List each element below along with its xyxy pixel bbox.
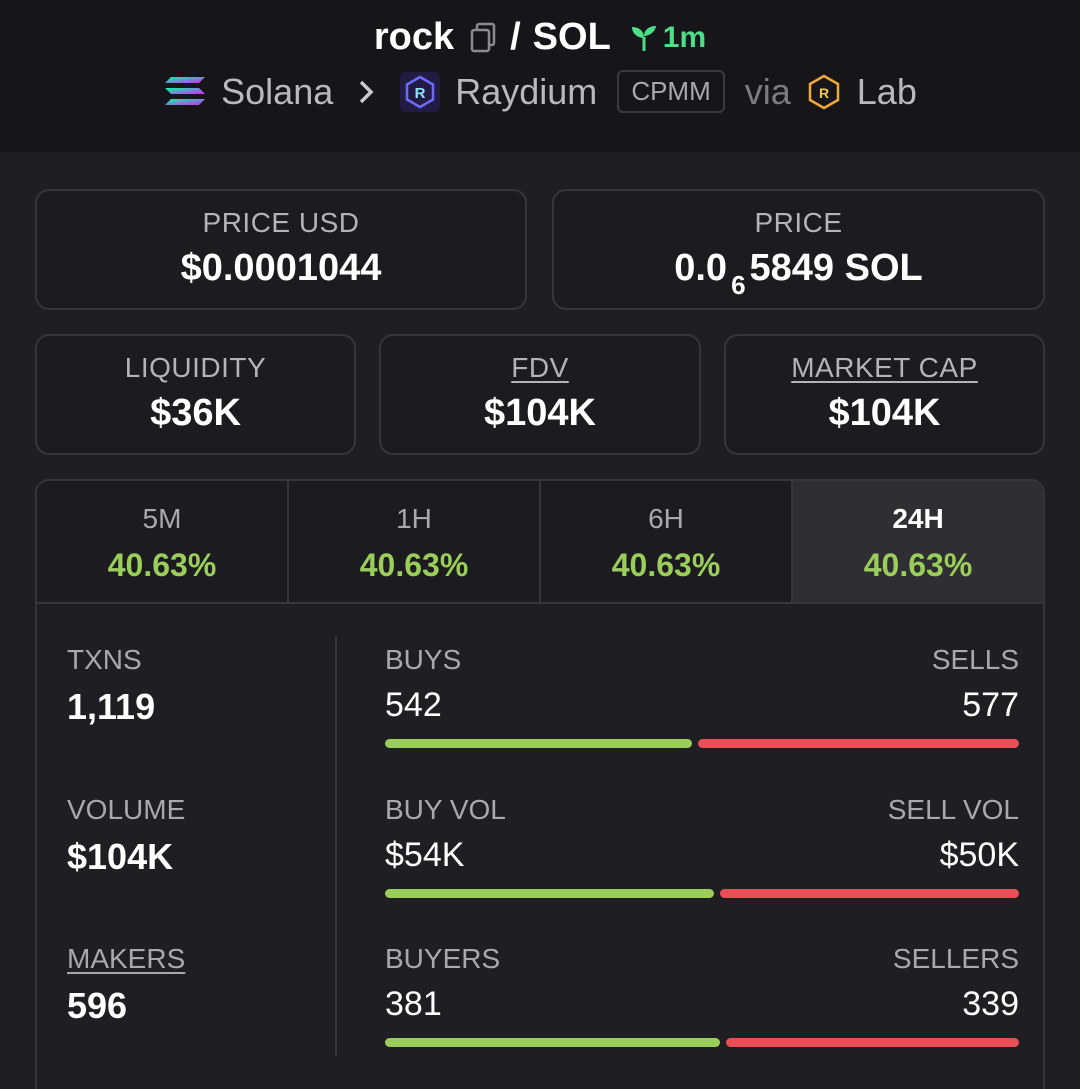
buy-bar bbox=[385, 739, 692, 748]
sellers-value: 339 bbox=[962, 985, 1019, 1023]
makers-label[interactable]: MAKERS bbox=[67, 943, 186, 974]
volume-value: $104K bbox=[67, 836, 174, 877]
buys-label: BUYS bbox=[385, 644, 462, 675]
sprout-icon bbox=[629, 24, 659, 52]
svg-text:R: R bbox=[819, 85, 829, 101]
volume-stat: VOLUME $104K bbox=[67, 794, 185, 878]
copy-icon[interactable] bbox=[468, 21, 498, 55]
buyers-label: BUYERS bbox=[385, 943, 501, 974]
launchpad-link[interactable]: Lab bbox=[856, 70, 917, 112]
timeframe-tabs: 5M 40.63% 1H 40.63% 6H 40.63% 24H 40.63% bbox=[35, 479, 1045, 604]
via-label: via bbox=[744, 70, 791, 112]
sellers-bar bbox=[726, 1038, 1019, 1047]
fdv-label[interactable]: FDV bbox=[511, 352, 569, 383]
sell-bar bbox=[697, 739, 1019, 748]
price-native-zeros: 6 bbox=[731, 270, 746, 300]
stats-divider bbox=[335, 636, 337, 1056]
dex-link[interactable]: Raydium bbox=[455, 70, 598, 112]
tab-24h[interactable]: 24H 40.63% bbox=[793, 481, 1043, 602]
price-native-prefix: 0.0 bbox=[674, 247, 728, 289]
price-native-card: PRICE 0.0 6 5849 SOL bbox=[552, 189, 1045, 310]
txns-value: 1,119 bbox=[67, 686, 156, 727]
sells-value: 577 bbox=[962, 686, 1019, 724]
buy-vol-label: BUY VOL bbox=[385, 794, 506, 825]
market-cap-label[interactable]: MARKET CAP bbox=[791, 352, 978, 383]
buyers-ratio-bar bbox=[385, 1038, 1019, 1047]
volume-label: VOLUME bbox=[67, 794, 186, 825]
buyers-sellers-row: BUYERS SELLERS 381 339 bbox=[385, 943, 1019, 1047]
sells-label: SELLS bbox=[931, 644, 1019, 675]
buyers-bar bbox=[385, 1038, 721, 1047]
sell-vol-label: SELL VOL bbox=[887, 794, 1019, 825]
tab-change: 40.63% bbox=[107, 547, 217, 583]
buyers-value: 381 bbox=[385, 985, 442, 1023]
tab-6h[interactable]: 6H 40.63% bbox=[541, 481, 793, 602]
lab-icon: R bbox=[805, 73, 843, 111]
pair-separator: / bbox=[510, 16, 521, 58]
tab-change: 40.63% bbox=[863, 547, 973, 583]
sellers-label: SELLERS bbox=[892, 943, 1019, 974]
liquidity-value: $36K bbox=[150, 392, 241, 434]
liquidity-card: LIQUIDITY $36K bbox=[35, 334, 356, 455]
tab-change: 40.63% bbox=[359, 547, 469, 583]
volume-split-row: BUY VOL SELL VOL $54K $50K bbox=[385, 794, 1019, 898]
solana-icon bbox=[163, 75, 207, 109]
chain-link[interactable]: Solana bbox=[221, 70, 334, 112]
pair-age: 1m bbox=[629, 21, 706, 55]
quote-symbol: SOL bbox=[532, 16, 611, 58]
price-usd-label: PRICE USD bbox=[202, 207, 360, 238]
price-native-label: PRICE bbox=[754, 207, 843, 238]
tab-label: 24H bbox=[892, 503, 944, 534]
buys-value: 542 bbox=[385, 686, 442, 724]
tab-label: 1H bbox=[396, 503, 432, 534]
price-usd-card: PRICE USD $0.0001044 bbox=[35, 189, 527, 310]
token-symbol: rock bbox=[373, 16, 455, 58]
pool-type-badge: CPMM bbox=[617, 70, 725, 113]
tab-change: 40.63% bbox=[611, 547, 721, 583]
sell-vol-value: $50K bbox=[939, 836, 1019, 874]
price-native-unit: SOL bbox=[844, 247, 923, 289]
market-cap-card: MARKET CAP $104K bbox=[724, 334, 1045, 455]
buy-vol-value: $54K bbox=[385, 836, 465, 874]
makers-stat: MAKERS 596 bbox=[67, 943, 185, 1027]
makers-value: 596 bbox=[67, 985, 128, 1026]
buy-vol-bar bbox=[385, 889, 715, 898]
fdv-value: $104K bbox=[484, 392, 596, 434]
tab-1h[interactable]: 1H 40.63% bbox=[289, 481, 541, 602]
tab-5m[interactable]: 5M 40.63% bbox=[37, 481, 289, 602]
pair-route-row: Solana R Raydium CPMM via R Lab bbox=[0, 70, 1080, 113]
tab-label: 5M bbox=[142, 503, 182, 534]
tab-label: 6H bbox=[648, 503, 684, 534]
txns-stat: TXNS 1,119 bbox=[67, 644, 155, 728]
liquidity-label: LIQUIDITY bbox=[124, 352, 267, 383]
fdv-card: FDV $104K bbox=[379, 334, 701, 455]
svg-text:R: R bbox=[415, 85, 426, 102]
pair-header: rock / SOL 1m bbox=[0, 0, 1080, 152]
chevron-right-icon bbox=[357, 79, 375, 105]
price-native-digits: 5849 bbox=[749, 247, 835, 289]
pair-title-row: rock / SOL 1m bbox=[0, 16, 1080, 59]
market-cap-value: $104K bbox=[828, 392, 941, 434]
pair-age-label: 1m bbox=[662, 20, 707, 54]
sell-vol-bar bbox=[720, 889, 1019, 898]
txns-label: TXNS bbox=[67, 644, 142, 675]
buys-sells-row: BUYS SELLS 542 577 bbox=[385, 644, 1019, 748]
price-native-value: 0.0 6 5849 SOL bbox=[554, 247, 1043, 300]
raydium-icon: R bbox=[399, 71, 441, 113]
price-usd-value: $0.0001044 bbox=[180, 247, 382, 289]
buys-sells-ratio-bar bbox=[385, 739, 1019, 748]
volume-ratio-bar bbox=[385, 889, 1019, 898]
transaction-stats-panel: TXNS 1,119 VOLUME $104K MAKERS 596 BUYS … bbox=[35, 602, 1045, 1089]
